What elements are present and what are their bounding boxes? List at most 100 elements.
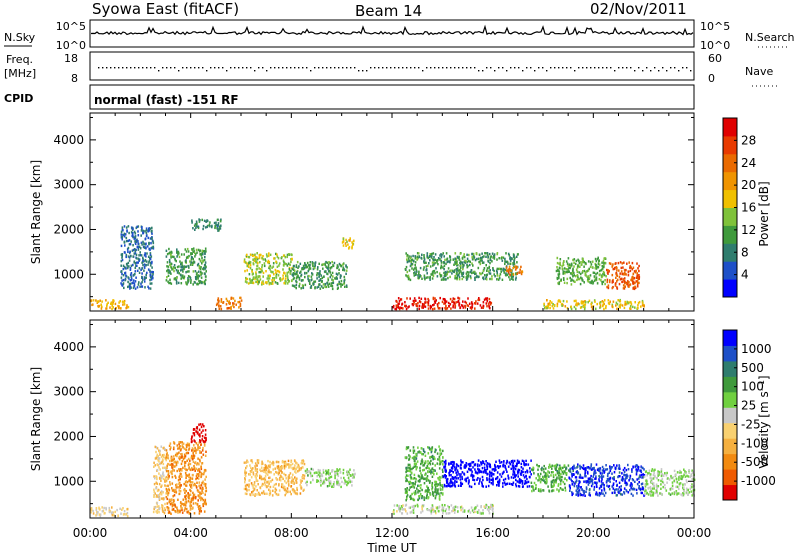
heatmap-cell	[278, 489, 281, 492]
heatmap-cell	[457, 477, 459, 480]
heatmap-cell	[397, 505, 400, 509]
heatmap-cell	[480, 470, 483, 474]
heatmap-cell	[327, 283, 329, 287]
heatmap-cell	[142, 263, 144, 267]
heatmap-cell	[404, 304, 406, 307]
heatmap-cell	[281, 471, 283, 474]
heatmap-cell	[181, 264, 184, 267]
heatmap-cell	[168, 281, 170, 285]
heatmap-cell	[273, 279, 275, 282]
heatmap-cell	[168, 444, 171, 448]
heatmap-cell	[446, 260, 449, 264]
heatmap-cell	[351, 241, 353, 244]
heatmap-cell	[447, 270, 450, 274]
heatmap-cell	[167, 509, 170, 512]
heatmap-cell	[440, 274, 443, 277]
heatmap-cell	[154, 445, 157, 449]
heatmap-cell	[203, 258, 206, 262]
heatmap-cell	[547, 306, 549, 309]
heatmap-cell	[512, 464, 515, 467]
heatmap-cell	[141, 278, 144, 281]
heatmap-cell	[197, 443, 199, 447]
heatmap-cell	[133, 260, 136, 263]
heatmap-cell	[149, 278, 151, 282]
heatmap-cell	[293, 466, 295, 470]
heatmap-cell	[576, 278, 578, 282]
heatmap-cell	[290, 270, 292, 273]
heatmap-cell	[302, 460, 305, 463]
heatmap-cell	[156, 447, 159, 450]
heatmap-cell	[169, 483, 171, 486]
heatmap-cell	[452, 297, 455, 300]
heatmap-cell	[128, 243, 131, 246]
freq-dot	[154, 67, 156, 69]
heatmap-cell	[431, 506, 434, 510]
heatmap-cell	[254, 253, 256, 256]
heatmap-cell	[200, 467, 203, 471]
heatmap-cell	[195, 430, 198, 433]
heatmap-cell	[421, 452, 423, 456]
heatmap-cell	[275, 470, 277, 474]
heatmap-cell	[237, 301, 239, 304]
heatmap-cell	[153, 490, 156, 493]
heatmap-cell	[466, 274, 468, 278]
freq-dots-layer	[98, 67, 692, 72]
heatmap-cell	[301, 475, 303, 479]
heatmap-cell	[485, 252, 487, 255]
heatmap-cell	[194, 446, 196, 450]
heatmap-cell	[292, 467, 294, 471]
heatmap-cell	[186, 270, 189, 273]
heatmap-cell	[507, 272, 510, 275]
heatmap-cell	[454, 468, 456, 472]
heatmap-cell	[498, 267, 500, 270]
heatmap-cell	[219, 305, 222, 308]
heatmap-cell	[423, 256, 425, 259]
heatmap-cell	[185, 452, 188, 455]
heatmap-cell	[170, 282, 173, 285]
heatmap-cell	[418, 475, 420, 478]
heatmap-cell	[166, 252, 169, 256]
heatmap-cell	[478, 468, 481, 471]
heatmap-cell	[325, 285, 328, 289]
heatmap-cell	[460, 505, 463, 508]
heatmap-cell	[288, 465, 290, 468]
heatmap-cell	[201, 272, 203, 275]
heatmap-cell	[578, 277, 581, 281]
heatmap-cell	[167, 473, 169, 476]
heatmap-cell	[96, 513, 98, 516]
heatmap-cell	[468, 485, 471, 488]
freq-right-tick-bottom: 0	[708, 72, 715, 85]
freq-dot	[446, 67, 448, 69]
heatmap-cell	[469, 468, 472, 472]
heatmap-cell	[472, 271, 475, 274]
heatmap-cell	[432, 296, 435, 300]
heatmap-cell	[309, 267, 312, 270]
heatmap-cell	[569, 266, 571, 270]
heatmap-cell	[178, 451, 180, 454]
heatmap-cell	[158, 482, 161, 486]
heatmap-cell	[160, 461, 162, 465]
heatmap-cell	[147, 236, 150, 240]
heatmap-cell	[165, 488, 168, 491]
heatmap-cell	[352, 243, 354, 246]
heatmap-cell	[407, 306, 409, 309]
heatmap-cell	[439, 462, 442, 465]
heatmap-cell	[414, 463, 417, 466]
heatmap-cell	[192, 498, 194, 502]
heatmap-cell	[191, 466, 193, 470]
heatmap-cell	[474, 272, 476, 276]
heatmap-cell	[408, 506, 411, 509]
heatmap-cell	[574, 275, 577, 278]
heatmap-cell	[457, 471, 459, 474]
heatmap-cell	[201, 487, 204, 490]
heatmap-cell	[468, 259, 470, 263]
heatmap-cell	[251, 254, 254, 257]
heatmap-cell	[155, 457, 158, 460]
heatmap-cell	[126, 507, 129, 511]
heatmap-cell	[193, 432, 196, 435]
heatmap-cell	[406, 488, 408, 492]
heatmap-cell	[169, 498, 171, 502]
heatmap-cell	[133, 230, 136, 234]
heatmap-cell	[615, 276, 617, 279]
heatmap-cell	[128, 256, 131, 259]
